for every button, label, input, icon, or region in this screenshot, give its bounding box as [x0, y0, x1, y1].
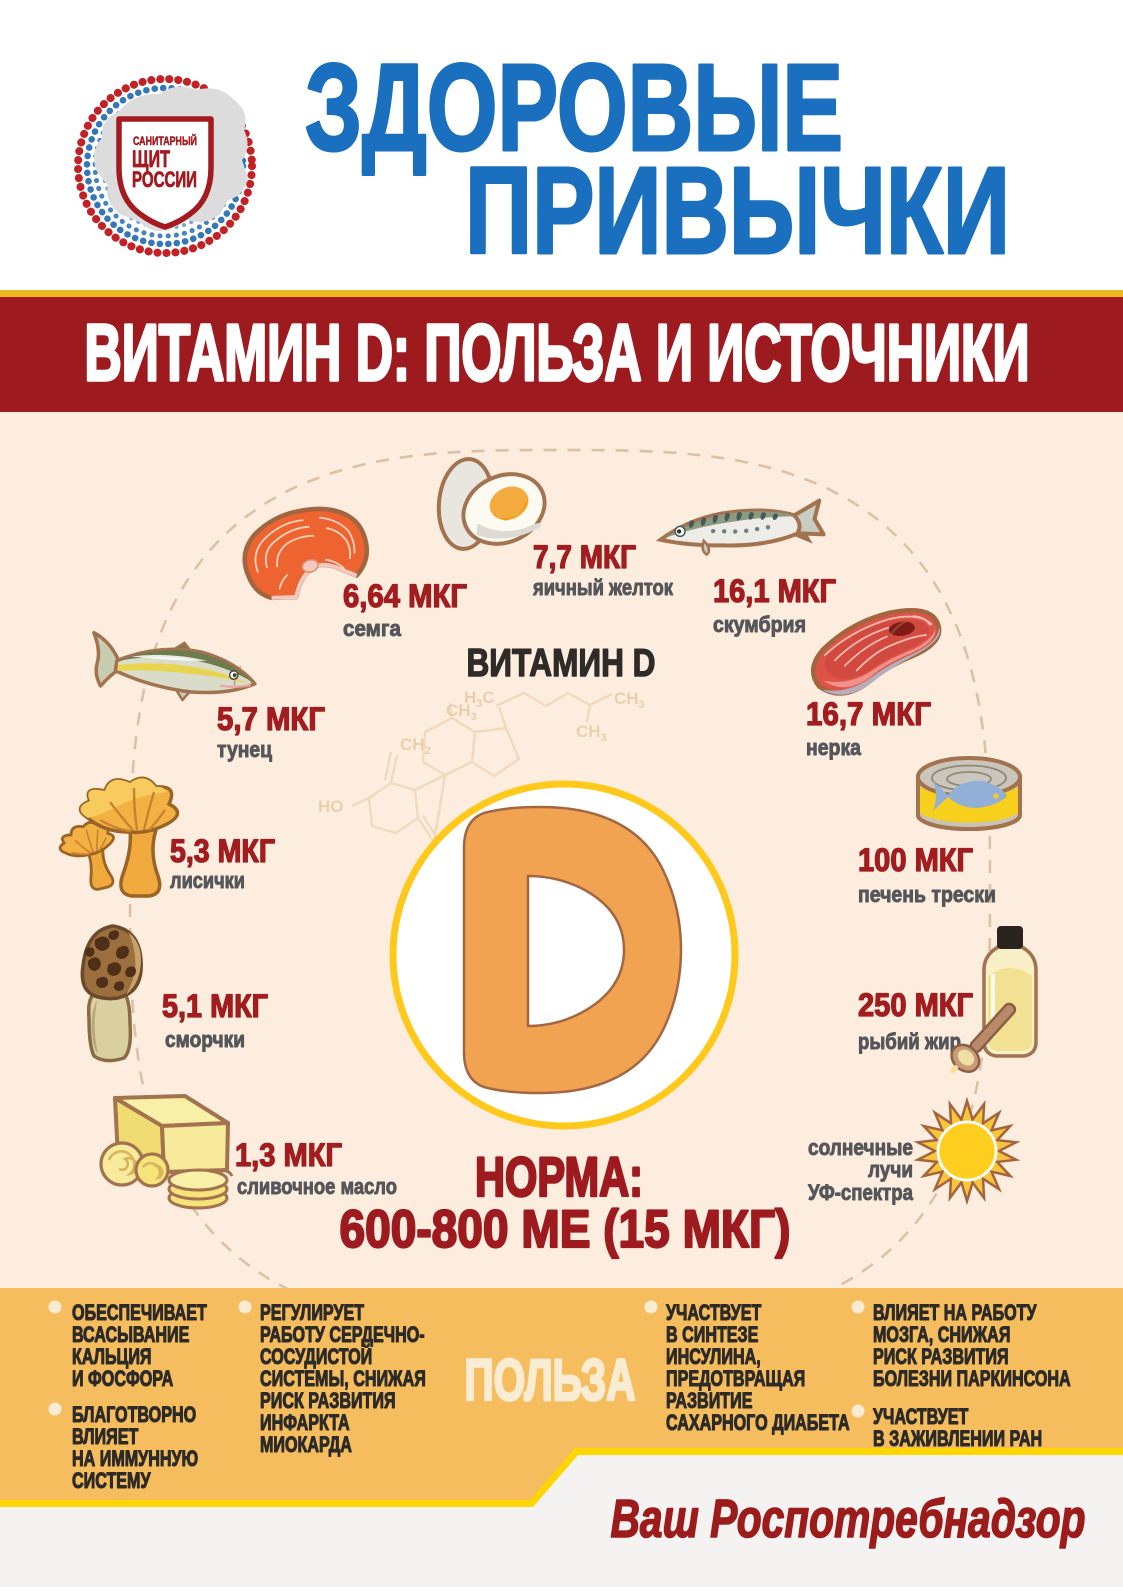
svg-text:ВСАСЫВАНИЕ: ВСАСЫВАНИЕ [72, 1324, 190, 1348]
svg-text:РИСК РАЗВИТИЯ: РИСК РАЗВИТИЯ [873, 1346, 1009, 1370]
svg-text:16,1 МКГ: 16,1 МКГ [713, 573, 836, 609]
svg-text:CH3: CH3 [446, 701, 477, 723]
svg-text:СОСУДИСТОЙ: СОСУДИСТОЙ [260, 1345, 372, 1370]
svg-text:рыбий жир: рыбий жир [858, 1029, 961, 1054]
svg-text:РЕГУЛИРУЕТ: РЕГУЛИРУЕТ [260, 1302, 364, 1326]
svg-text:НОРМА:: НОРМА: [475, 1145, 643, 1208]
svg-text:солнечные: солнечные [808, 1135, 913, 1160]
svg-text:ЗДОРОВЫЕ: ЗДОРОВЫЕ [305, 40, 843, 177]
svg-text:скумбрия: скумбрия [713, 612, 806, 637]
svg-text:МОЗГА, СНИЖАЯ: МОЗГА, СНИЖАЯ [873, 1324, 1010, 1348]
svg-text:ВЛИЯЕТ: ВЛИЯЕТ [72, 1426, 139, 1450]
svg-text:6,64 МКГ: 6,64 МКГ [343, 578, 467, 614]
svg-text:БОЛЕЗНИ ПАРКИНСОНА: БОЛЕЗНИ ПАРКИНСОНА [873, 1368, 1071, 1392]
svg-text:5,7 МКГ: 5,7 МКГ [217, 701, 325, 737]
svg-text:МИОКАРДА: МИОКАРДА [260, 1434, 352, 1458]
svg-text:нерка: нерка [806, 735, 862, 760]
svg-text:И ФОСФОРА: И ФОСФОРА [72, 1368, 173, 1392]
svg-text:В СИНТЕЗЕ: В СИНТЕЗЕ [666, 1324, 759, 1348]
svg-text:лучи: лучи [868, 1157, 913, 1182]
svg-text:печень трески: печень трески [858, 882, 996, 907]
svg-text:САХАРНОГО ДИАБЕТА: САХАРНОГО ДИАБЕТА [666, 1412, 850, 1436]
svg-text:ВИТАМИН D: ВИТАМИН D [467, 642, 656, 685]
svg-text:УЧАСТВУЕТ: УЧАСТВУЕТ [666, 1302, 762, 1326]
svg-text:ПРЕДОТВРАЩАЯ: ПРЕДОТВРАЩАЯ [666, 1368, 805, 1392]
svg-text:УЧАСТВУЕТ: УЧАСТВУЕТ [873, 1406, 969, 1430]
svg-text:250 МКГ: 250 МКГ [858, 987, 973, 1023]
svg-text:лисички: лисички [170, 868, 245, 893]
svg-text:ОБЕСПЕЧИВАЕТ: ОБЕСПЕЧИВАЕТ [72, 1302, 207, 1326]
svg-text:CH3: CH3 [614, 689, 645, 711]
svg-text:сморчки: сморчки [165, 1027, 245, 1052]
svg-text:HO: HO [318, 797, 344, 816]
svg-text:семга: семга [343, 616, 402, 641]
svg-text:CH3: CH3 [576, 722, 607, 744]
svg-text:ИНФАРКТА: ИНФАРКТА [260, 1412, 350, 1436]
svg-text:1,3 МКГ: 1,3 МКГ [235, 1137, 342, 1173]
svg-text:яичный желток: яичный желток [532, 575, 674, 600]
svg-text:СИСТЕМЫ, СНИЖАЯ: СИСТЕМЫ, СНИЖАЯ [260, 1368, 426, 1392]
svg-text:ИНСУЛИНА,: ИНСУЛИНА, [666, 1346, 761, 1370]
svg-text:В ЗАЖИВЛЕНИИ РАН: В ЗАЖИВЛЕНИИ РАН [873, 1428, 1042, 1452]
svg-text:5,1 МКГ: 5,1 МКГ [162, 988, 268, 1024]
svg-text:САНИТАРНЫЙ: САНИТАРНЫЙ [133, 133, 197, 148]
svg-text:ЩИТ: ЩИТ [132, 146, 170, 173]
svg-text:600-800 МЕ (15 МКГ): 600-800 МЕ (15 МКГ) [340, 1200, 791, 1259]
svg-text:100 МКГ: 100 МКГ [858, 842, 973, 878]
svg-text:РАБОТУ СЕРДЕЧНО-: РАБОТУ СЕРДЕЧНО- [260, 1324, 425, 1348]
svg-text:РОССИИ: РОССИИ [132, 167, 197, 192]
svg-text:СИСТЕМУ: СИСТЕМУ [72, 1470, 151, 1494]
svg-text:тунец: тунец [217, 737, 272, 762]
svg-text:ПРИВЫЧКИ: ПРИВЫЧКИ [465, 143, 1010, 280]
svg-text:РАЗВИТИЕ: РАЗВИТИЕ [666, 1390, 753, 1414]
svg-text:H3C: H3C [464, 688, 495, 710]
svg-text:7,7 МКГ: 7,7 МКГ [533, 539, 636, 575]
svg-text:КАЛЬЦИЯ: КАЛЬЦИЯ [72, 1346, 151, 1370]
svg-text:5,3 МКГ: 5,3 МКГ [170, 833, 275, 869]
svg-text:НА ИММУННУЮ: НА ИММУННУЮ [72, 1448, 198, 1472]
svg-text:сливочное масло: сливочное масло [237, 1174, 397, 1199]
svg-text:Ваш Роспотребнадзор: Ваш Роспотребнадзор [611, 1489, 1086, 1549]
svg-text:ВЛИЯЕТ НА РАБОТУ: ВЛИЯЕТ НА РАБОТУ [873, 1302, 1037, 1326]
svg-text:ПОЛЬЗА: ПОЛЬЗА [465, 1348, 636, 1413]
svg-text:ВИТАМИН D: ПОЛЬЗА И ИСТОЧНИКИ: ВИТАМИН D: ПОЛЬЗА И ИСТОЧНИКИ [85, 308, 1030, 397]
svg-text:CH2: CH2 [400, 735, 431, 757]
svg-text:УФ-спектра: УФ-спектра [808, 1180, 914, 1205]
svg-text:РИСК РАЗВИТИЯ: РИСК РАЗВИТИЯ [260, 1390, 396, 1414]
svg-text:БЛАГОТВОРНО: БЛАГОТВОРНО [72, 1404, 196, 1428]
svg-text:16,7 МКГ: 16,7 МКГ [806, 696, 931, 732]
